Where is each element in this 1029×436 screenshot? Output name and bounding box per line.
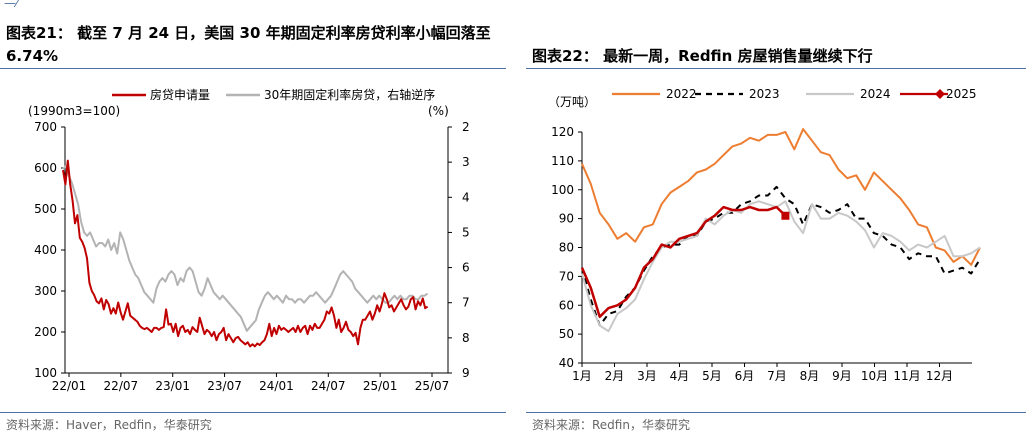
- left-y-tick-label: 700: [34, 120, 57, 134]
- legend-label-2024: 2024: [860, 87, 891, 101]
- left-chart-title-line1: 图表21： 截至 7 月 24 日，美国 30 年期固定利率房贷利率小幅回落至: [6, 24, 491, 42]
- legend-label-2025: 2025: [946, 87, 977, 101]
- x-tick-label: 7月: [767, 369, 787, 383]
- right-y-tick-label: 7: [462, 296, 470, 310]
- x-tick-label: 12月: [926, 369, 953, 383]
- x-tick-label: 24/01: [259, 379, 294, 393]
- y-tick-label: 90: [559, 212, 574, 226]
- x-tick-label: 24/07: [311, 379, 346, 393]
- left-axis-unit-label: (1990m3=100): [28, 104, 120, 118]
- left-y-tick-label: 300: [34, 284, 57, 298]
- y-tick-label: 100: [551, 183, 574, 197]
- x-tick-label: 22/01: [52, 379, 87, 393]
- series-line-2022: [581, 128, 981, 266]
- x-tick-label: 22/07: [104, 379, 139, 393]
- y-axis-unit-label: （万吨）: [548, 95, 596, 109]
- y-tick-label: 40: [559, 356, 574, 370]
- x-tick-label: 9月: [832, 369, 852, 383]
- x-tick-label: 6月: [735, 369, 755, 383]
- legend-label-2022: 2022: [666, 87, 697, 101]
- series-line-2025: [580, 205, 787, 319]
- right-y-tick-label: 2: [462, 120, 470, 134]
- left-y-tick-label: 600: [34, 161, 57, 175]
- y-tick-label: 60: [559, 298, 574, 312]
- legend-label-2023: 2023: [749, 87, 780, 101]
- x-tick-label: 4月: [670, 369, 690, 383]
- x-tick-label: 25/01: [363, 379, 398, 393]
- left-y-tick-label: 100: [34, 366, 57, 380]
- left-title-rule: [0, 68, 506, 69]
- series-line-2024: [581, 200, 981, 333]
- x-tick-label: 8月: [800, 369, 820, 383]
- left-chart-source: 资料来源：Haver，Redfin，华泰研究: [6, 418, 212, 432]
- series-line-applications: [62, 159, 429, 348]
- decorative-mark: —⁄: [4, 0, 19, 10]
- x-tick-label: 1月: [572, 369, 592, 383]
- left-source-rule: [0, 412, 506, 413]
- right-source-rule: [526, 412, 1026, 413]
- left-chart-title-line2: 6.74%: [6, 47, 59, 65]
- y-tick-label: 70: [559, 269, 574, 283]
- y-tick-label: 80: [559, 241, 574, 255]
- right-y-tick-label: 3: [462, 155, 470, 169]
- right-y-tick-label: 9: [462, 366, 470, 380]
- x-tick-label: 11月: [893, 369, 920, 383]
- series-line-2023: [581, 185, 981, 327]
- y-tick-label: 110: [551, 154, 574, 168]
- x-tick-label: 5月: [702, 369, 722, 383]
- y-tick-label: 50: [559, 327, 574, 341]
- y-tick-label: 120: [551, 125, 574, 139]
- series-line-mortgage-rate: [62, 164, 429, 332]
- x-tick-label: 23/07: [207, 379, 242, 393]
- right-y-tick-label: 6: [462, 261, 470, 275]
- left-chart-svg: 100 200 300 400 500 600 700 2 3 4 5 6 7 8 9 22/01 22/07 2…: [28, 87, 470, 393]
- legend-marker-2025: [935, 89, 945, 99]
- left-chart-panel: 图表21： 截至 7 月 24 日，美国 30 年期固定利率房贷利率小幅回落至 …: [0, 0, 510, 436]
- left-y-tick-label: 200: [34, 325, 57, 339]
- right-chart-title: 图表22： 最新一周，Redfin 房屋销售量继续下行: [532, 47, 873, 65]
- left-y-tick-label: 400: [34, 243, 57, 257]
- right-y-tick-label: 4: [462, 190, 470, 204]
- right-chart-svg: 40 50 60 70 80 90 100 110 120 1月 2月 3月 4月 5月 6月 7月 8月 9月 1…: [548, 87, 981, 383]
- left-y-tick-label: 500: [34, 202, 57, 216]
- right-y-tick-label: 8: [462, 331, 470, 345]
- x-tick-label: 2月: [605, 369, 625, 383]
- legend-label-mortgage-rate: 30年期固定利率房贷，右轴逆序: [264, 87, 435, 102]
- x-tick-label: 25/07: [415, 379, 450, 393]
- x-tick-label: 3月: [637, 369, 657, 383]
- x-tick-label: 23/01: [155, 379, 190, 393]
- right-chart-source: 资料来源：Redfin，华泰研究: [532, 418, 690, 432]
- x-tick-label: 10月: [861, 369, 888, 383]
- series-endpoint-marker-2025: [781, 211, 790, 220]
- right-chart-panel: 图表22： 最新一周，Redfin 房屋销售量继续下行 40 50 60 70 80 90…: [520, 0, 1029, 436]
- right-axis-unit-label: (%): [428, 104, 449, 118]
- right-title-rule: [526, 68, 1026, 69]
- right-y-tick-label: 5: [462, 225, 470, 239]
- legend-label-applications: 房贷申请量: [150, 87, 210, 102]
